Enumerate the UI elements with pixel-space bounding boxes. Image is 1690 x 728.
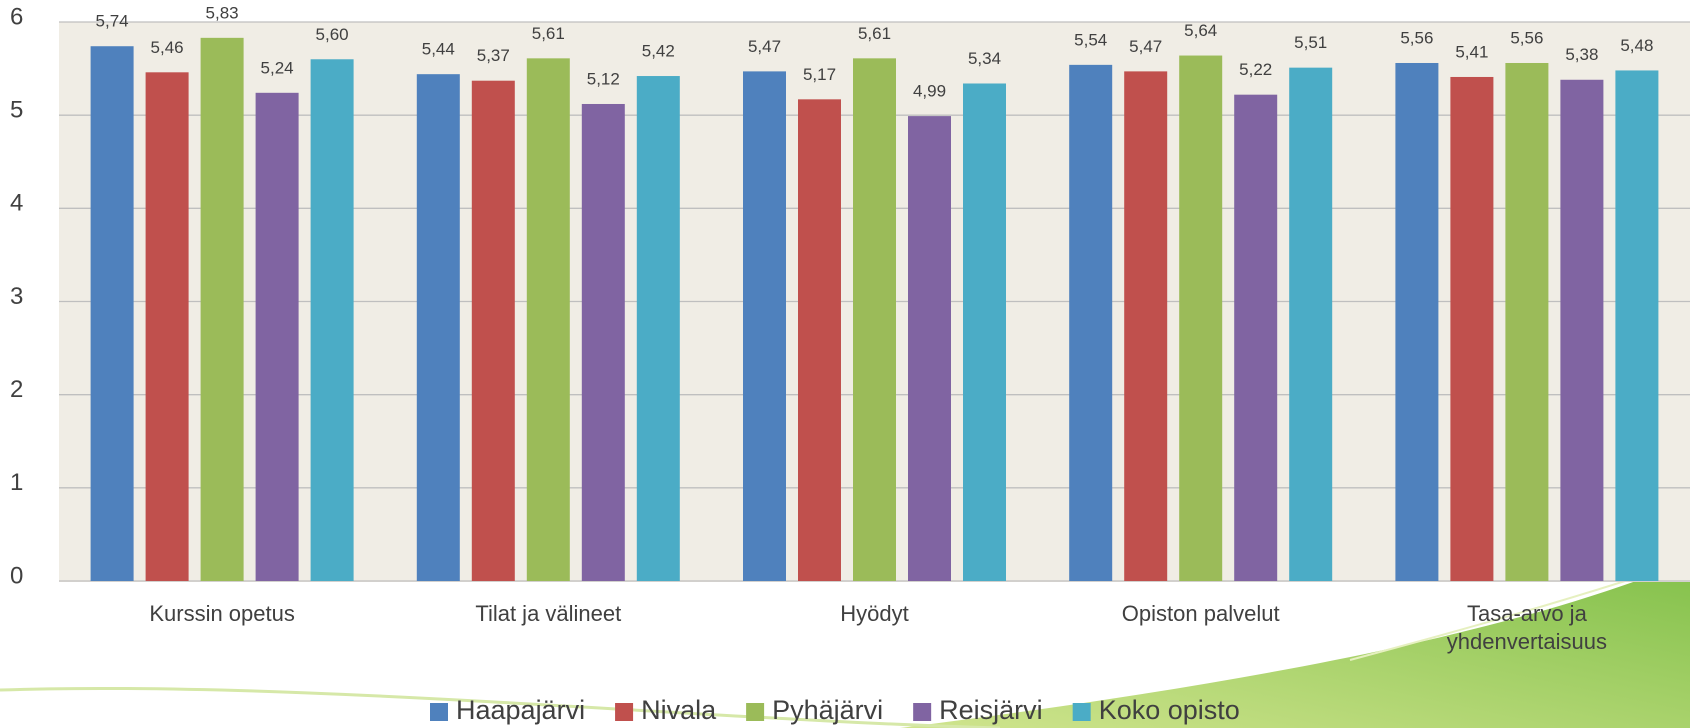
legend-swatch [1073, 703, 1091, 721]
bar [743, 71, 786, 581]
data-label: 5,44 [422, 40, 455, 59]
bar [146, 72, 189, 581]
x-tick-label: Kurssin opetus [122, 600, 322, 628]
bar [1069, 65, 1112, 581]
data-label: 5,41 [1455, 42, 1488, 61]
bar [256, 93, 299, 581]
data-label: 5,74 [96, 12, 129, 31]
data-label: 5,24 [261, 58, 294, 77]
bar [1450, 77, 1493, 581]
data-label: 5,47 [748, 37, 781, 56]
x-tick-label: Tasa-arvo ja yhdenvertaisuus [1427, 600, 1627, 656]
data-label: 5,12 [587, 69, 620, 88]
bar [908, 116, 951, 581]
bar [1505, 63, 1548, 581]
data-label: 5,61 [532, 24, 565, 43]
data-label: 5,51 [1294, 33, 1327, 52]
legend-swatch [913, 703, 931, 721]
legend-swatch [746, 703, 764, 721]
bar [1560, 80, 1603, 581]
data-label: 5,60 [316, 25, 349, 44]
x-tick-label: Opiston palvelut [1101, 600, 1301, 628]
bar [311, 59, 354, 581]
y-tick-label: 5 [10, 97, 23, 124]
bar [637, 76, 680, 581]
data-label: 5,56 [1510, 28, 1543, 47]
y-tick-label: 1 [10, 469, 23, 496]
x-tick-label: Tilat ja välineet [448, 600, 648, 628]
x-tick-label: Hyödyt [775, 600, 975, 628]
bar [1179, 56, 1222, 581]
data-label: 5,56 [1400, 28, 1433, 47]
bar [472, 81, 515, 581]
bar [1124, 71, 1167, 581]
legend-label: Pyhäjärvi [772, 695, 883, 725]
bar [1289, 68, 1332, 581]
legend-swatch [430, 703, 448, 721]
data-label: 5,48 [1620, 36, 1653, 55]
bar [1234, 95, 1277, 581]
bar [527, 58, 570, 581]
legend-label: Haapajärvi [456, 695, 585, 725]
data-label: 5,42 [642, 42, 675, 61]
data-label: 5,17 [803, 65, 836, 84]
y-tick-label: 3 [10, 283, 23, 310]
legend-label: Nivala [641, 695, 717, 725]
data-label: 5,46 [151, 38, 184, 57]
y-tick-label: 2 [10, 376, 23, 403]
y-tick-label: 0 [10, 562, 23, 589]
data-label: 5,38 [1565, 45, 1598, 64]
data-label: 5,64 [1184, 21, 1217, 40]
bar [1395, 63, 1438, 581]
data-label: 5,34 [968, 49, 1001, 68]
data-label: 5,22 [1239, 60, 1272, 79]
bar [417, 74, 460, 581]
data-label: 5,61 [858, 24, 891, 43]
bar [798, 99, 841, 581]
bar [963, 83, 1006, 581]
data-label: 5,47 [1129, 37, 1162, 56]
bar [853, 58, 896, 581]
data-label: 5,83 [206, 3, 239, 22]
y-tick-label: 4 [10, 190, 23, 217]
legend-swatch [615, 703, 633, 721]
bar [201, 38, 244, 581]
legend-label: Reisjärvi [939, 695, 1043, 725]
data-label: 5,37 [477, 46, 510, 65]
legend-label: Koko opisto [1099, 695, 1240, 725]
bar [91, 46, 134, 581]
y-tick-label: 6 [10, 3, 23, 30]
page: 0 1 2 3 4 5 6 5,74 5,46 5,83 5,24 5,60 5,44 5,37 5,61 5… [0, 0, 1690, 728]
bar [1615, 70, 1658, 581]
data-label: 4,99 [913, 82, 946, 101]
data-label: 5,54 [1074, 30, 1107, 49]
bar [582, 104, 625, 581]
